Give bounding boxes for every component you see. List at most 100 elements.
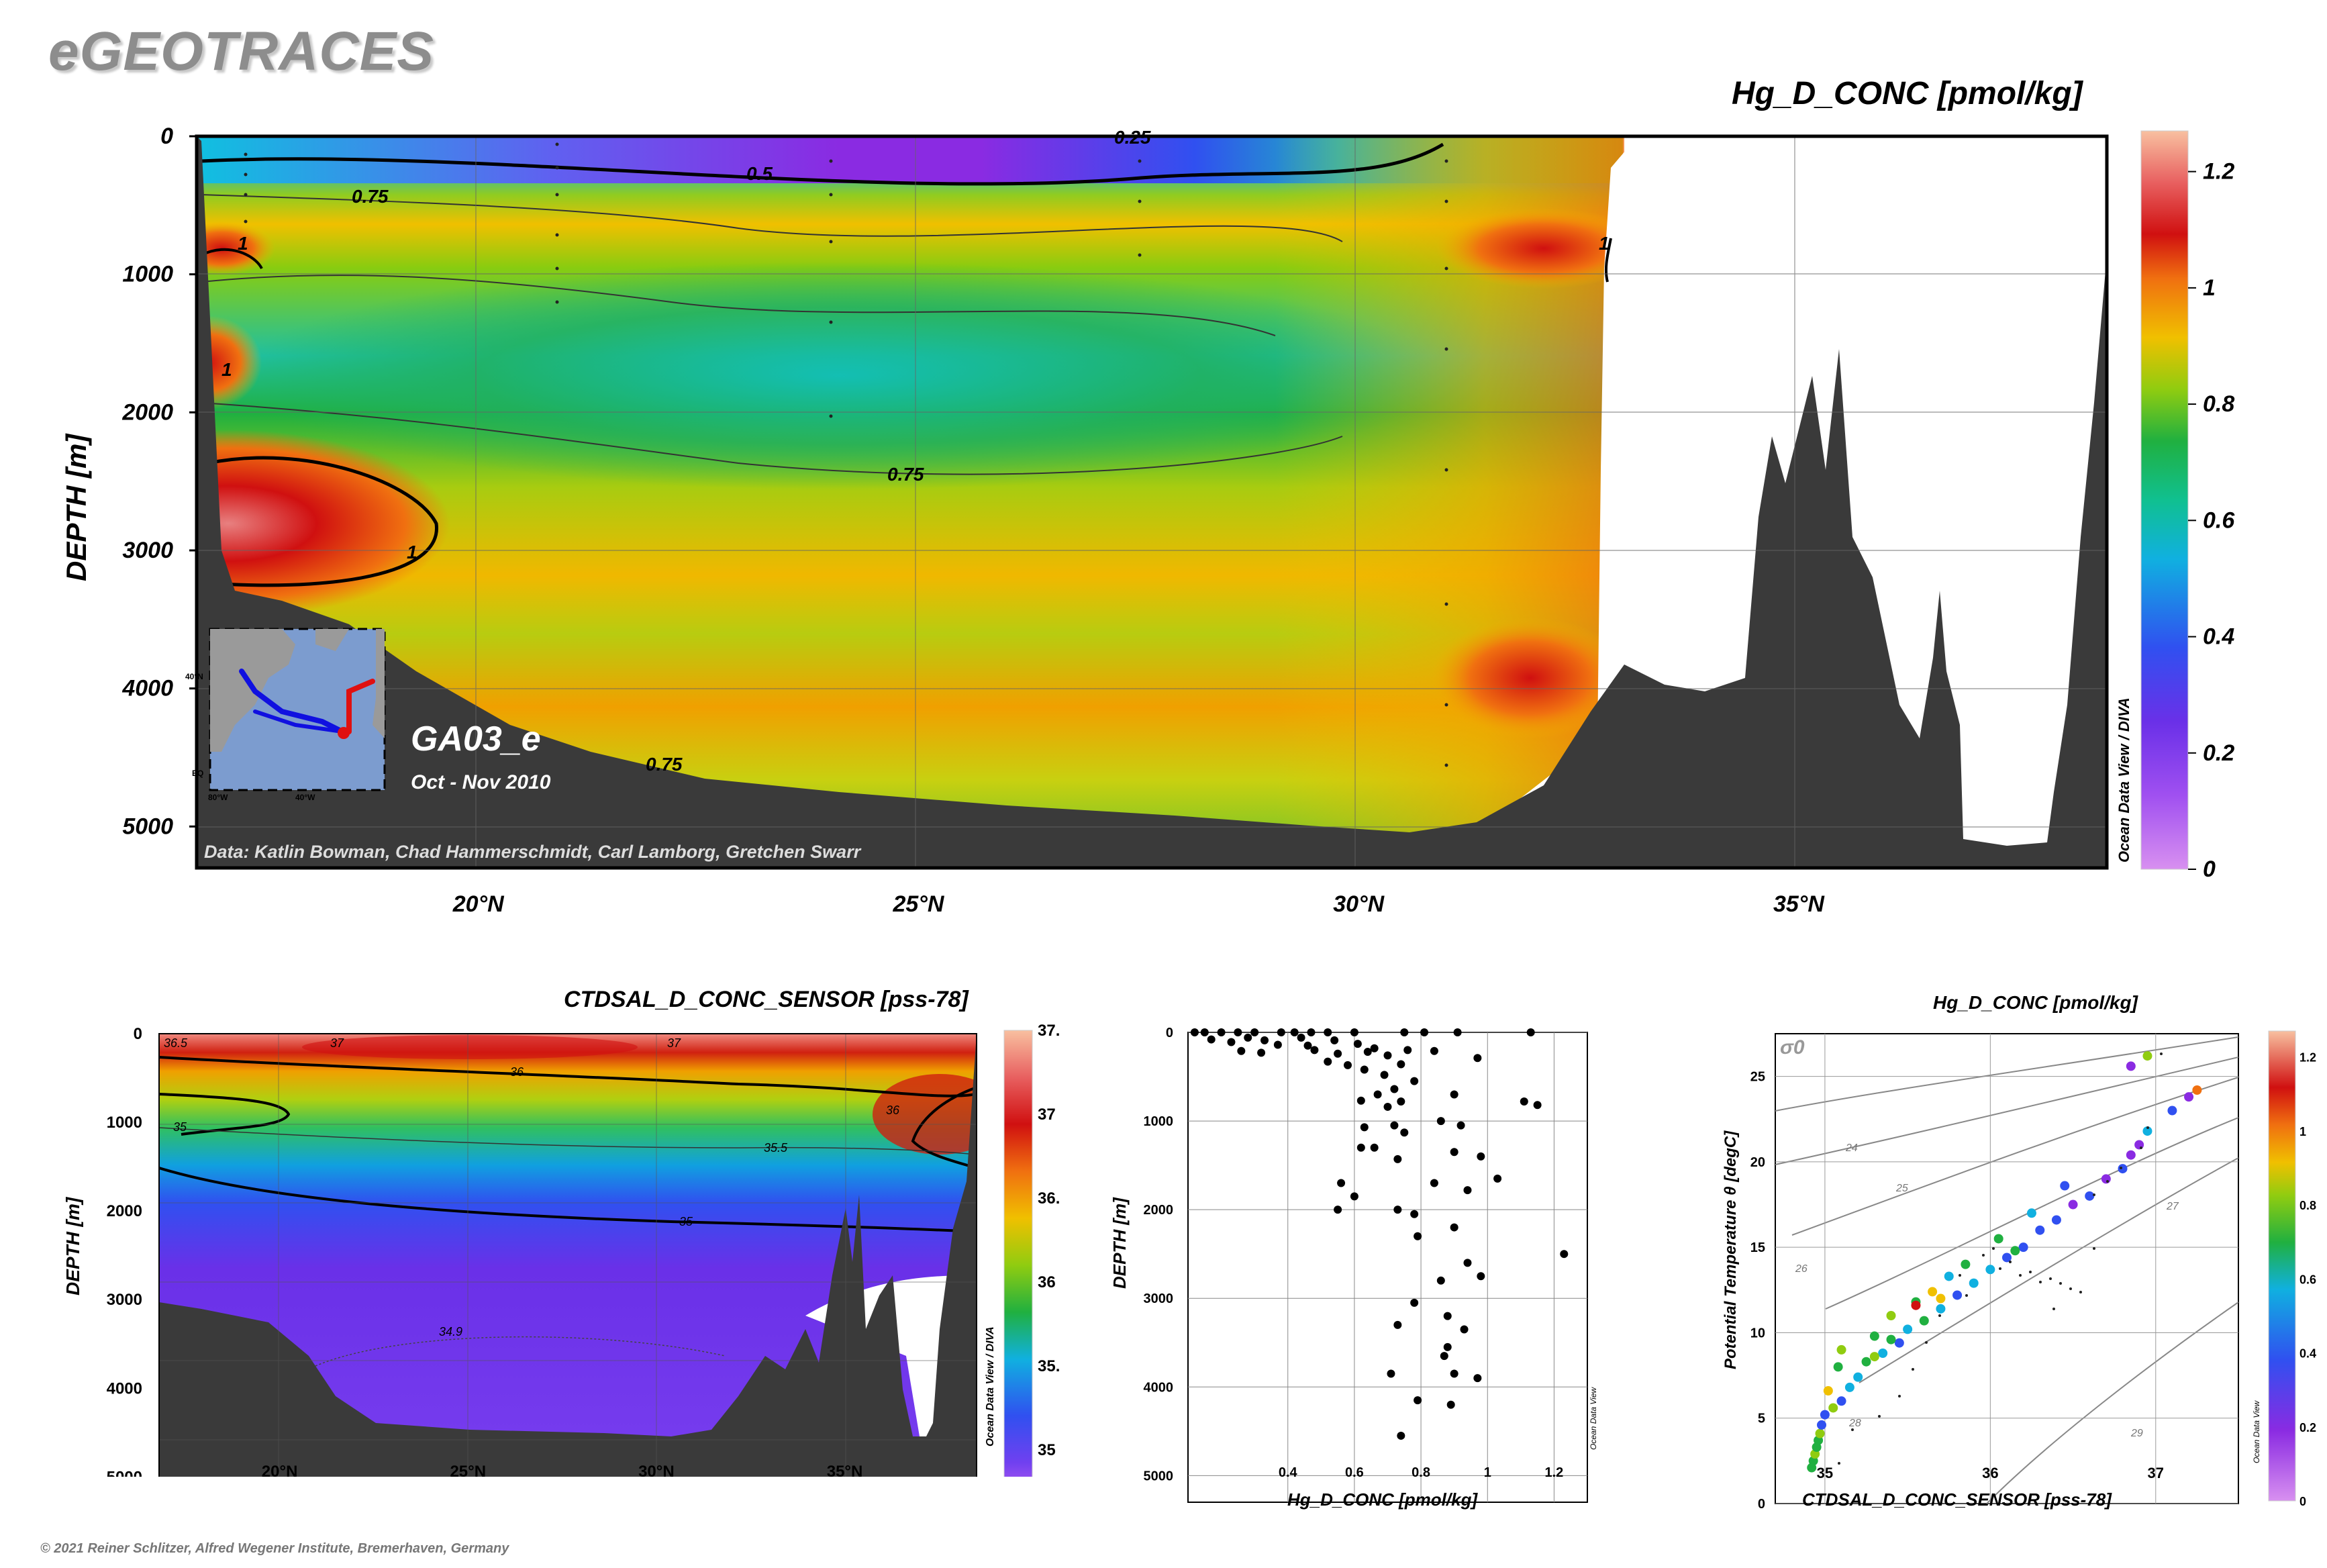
sal-colorbar [1003,1030,1033,1477]
profile-odv-credit: Ocean Data View [1589,1387,1598,1450]
salinity-section-chart: 36.5 37 37 36 35 35.5 36 35 34.9 0 1000 20… [62,1022,1060,1477]
profile-point [1373,1090,1382,1099]
ts-point [1961,1259,1971,1269]
profile-y-tick-label: 1000 [1144,1114,1174,1129]
profile-point [1393,1155,1402,1163]
sal-y-tick-label: 4000 [107,1379,142,1398]
main-colorbar [2140,130,2189,870]
profile-point [1310,1046,1319,1055]
ts-point [1836,1344,1846,1355]
profile-point [1450,1369,1458,1378]
isopycnal-label: 29 [2130,1428,2143,1439]
profile-point [1473,1374,1482,1383]
profile-point [1324,1028,1332,1036]
sal-contour-label: 35 [173,1120,187,1134]
colorbar-tick-label: 0.4 [2203,624,2234,650]
ts-odv-credit: Ocean Data View [2252,1400,2261,1463]
profile-point [1414,1232,1422,1240]
profile-point [1397,1060,1405,1069]
sal-colorbar-tick-label: 36.5 [1038,1189,1060,1208]
profile-point [1493,1174,1502,1183]
profile-x-axis-label: Hg_D_CONC [pmol/kg] [1287,1489,1478,1510]
profile-point [1533,1101,1542,1110]
profile-point [1227,1038,1236,1046]
sal-colorbar-tick-label: 35.5 [1038,1357,1060,1375]
contour-label: 0.75 [887,464,924,485]
ts-y-tick-label: 0 [1758,1497,1765,1512]
profile-point [1360,1123,1369,1132]
profile-point [1420,1028,1429,1036]
profile-y-tick-label: 2000 [1144,1203,1174,1218]
isopycnal-label: 28 [1848,1418,1861,1429]
contour-label: 0.5 [746,163,773,184]
profile-point [1460,1325,1469,1334]
profile-point [1356,1143,1365,1152]
x-tick-label: 20°N [452,891,505,917]
y-tick-label: 4000 [121,676,173,701]
y-tick-label: 5000 [122,814,173,839]
profile-point [1307,1028,1316,1036]
y-tick-label: 3000 [122,538,173,563]
ts-point [1894,1338,1904,1348]
ts-point [2068,1199,2078,1210]
profile-point [1190,1028,1199,1036]
main-x-ticks: 20°N 25°N 30°N 35°N [452,891,1826,917]
sigma-label: σ0 [1780,1036,1805,1059]
profile-point [1330,1036,1339,1044]
profile-point [1397,1097,1405,1106]
profile-point [1390,1121,1399,1130]
ts-point [1944,1271,1954,1281]
profile-point [1337,1179,1346,1187]
y-tick-label: 2000 [121,399,173,425]
ts-point [2035,1225,2045,1235]
profile-point [1463,1259,1472,1267]
main-section-chart: 0.25 0.5 0.75 1 1 1 0.75 1 0.75 40°N 80°… [60,124,2235,917]
profile-point [1353,1040,1362,1048]
profile-y-tick-label: 4000 [1144,1380,1174,1395]
sal-contour-label: 37 [330,1036,344,1050]
profile-point [1397,1431,1405,1440]
ts-colorbar-tick-label: 1 [2299,1125,2306,1138]
profile-point [1430,1046,1438,1055]
profile-y-axis-label: DEPTH [m] [1109,1197,1130,1289]
ts-y-tick-label: 10 [1750,1326,1765,1340]
sal-colorbar-ticks: 35 35.5 36 36.5 37 37.5 [1038,1022,1060,1459]
ts-x-ticks: 35 36 37 [1817,1465,2164,1481]
sal-y-tick-label: 1000 [107,1114,142,1132]
x-tick-label: 30°N [1333,891,1385,917]
contour-label: 1 [221,359,232,380]
ts-y-ticks: 0 5 10 15 20 25 [1750,1070,1765,1512]
profile-point [1297,1033,1305,1042]
profile-point [1473,1054,1482,1063]
ts-y-tick-label: 15 [1750,1240,1765,1255]
sal-x-tick-label: 30°N [638,1463,675,1477]
y-tick-label: 0 [160,124,173,149]
ts-colorbar-tick-label: 0 [2299,1495,2306,1508]
ts-point [1844,1382,1854,1392]
ts-point [2026,1208,2036,1218]
sal-y-axis-label: DEPTH [m] [62,1196,83,1295]
profile-point [1363,1048,1372,1057]
profile-point [1324,1057,1332,1066]
ts-point [2126,1150,2136,1160]
sal-contour-label: 37 [667,1036,681,1050]
map-lat-label: EQ [192,769,203,778]
ts-point [2002,1253,2012,1263]
profile-point [1430,1179,1438,1187]
profile-point [1400,1028,1409,1036]
main-y-axis-label: DEPTH [m] [60,433,92,581]
ts-point [1869,1331,1879,1341]
isopycnal-label: 24 [1845,1142,1858,1154]
ts-colorbar-tick-label: 1.2 [2299,1051,2316,1065]
profile-point [1350,1192,1358,1201]
sal-contour-label: 34.9 [439,1325,462,1338]
profile-point [1477,1152,1485,1161]
profile-point [1350,1028,1358,1036]
ts-point [2085,1191,2095,1201]
profile-point [1463,1186,1472,1195]
profile-point [1334,1049,1342,1058]
ts-point [1969,1278,1979,1288]
ts-point [2167,1106,2177,1116]
ts-point [2142,1126,2152,1136]
sal-contour-label: 36.5 [164,1036,188,1050]
